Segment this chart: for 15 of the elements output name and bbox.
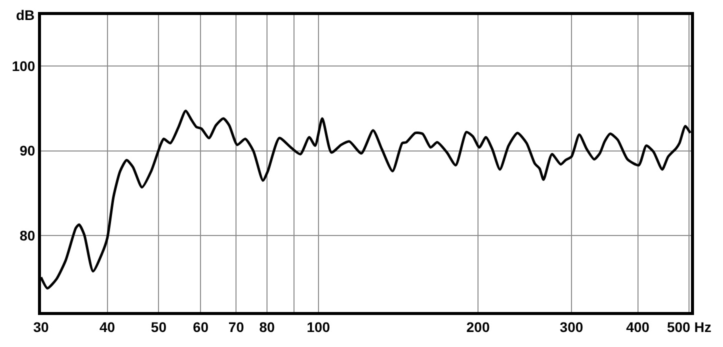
x-tick-label: 200 <box>466 318 490 335</box>
x-tick-label: 100 <box>306 318 330 335</box>
x-tick-label: 30 <box>33 318 49 335</box>
x-tick-label: 400 <box>626 318 650 335</box>
y-tick-label: 90 <box>20 142 36 159</box>
x-tick-label: 80 <box>259 318 275 335</box>
x-tick-label: 40 <box>99 318 116 335</box>
x-tick-label: 50 <box>150 318 167 335</box>
x-tick-label: 70 <box>228 318 244 335</box>
y-tick-label: 100 <box>12 58 36 74</box>
y-tick-label: 80 <box>20 228 36 244</box>
x-tick-label: 500 Hz <box>666 318 712 335</box>
y-axis-title: dB <box>16 7 35 23</box>
x-tick-label: 60 <box>192 318 209 335</box>
x-tick-label: 300 <box>560 318 584 335</box>
